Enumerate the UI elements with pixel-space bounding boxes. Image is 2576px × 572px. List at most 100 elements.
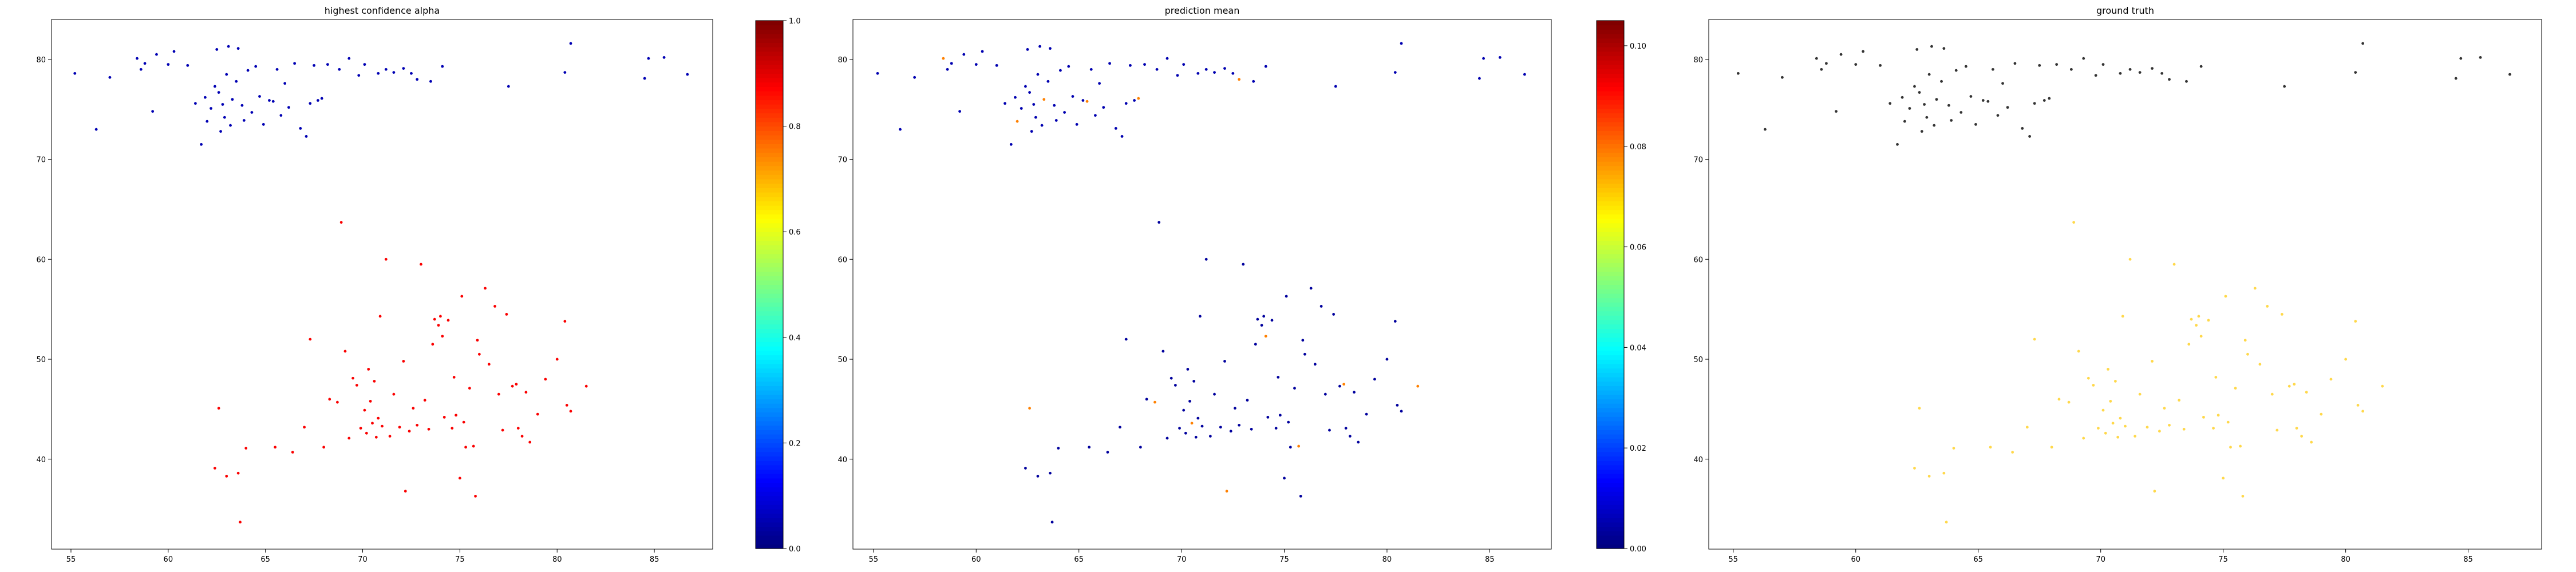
data-point xyxy=(1996,114,2000,117)
colorbar-swatch xyxy=(1597,328,1624,333)
colorbar-swatch xyxy=(756,280,783,285)
data-point xyxy=(429,80,432,83)
data-point xyxy=(1283,476,1286,480)
colorbar-swatch xyxy=(756,434,783,439)
data-point xyxy=(2202,415,2205,419)
colorbar-swatch xyxy=(1597,42,1624,47)
colorbar-swatch xyxy=(1597,355,1624,360)
colorbar-swatch xyxy=(1597,157,1624,162)
y-tick-label: 60 xyxy=(36,256,46,264)
axes-frame xyxy=(1708,19,2542,550)
colorbar-swatch xyxy=(756,117,783,122)
data-point xyxy=(250,111,254,114)
colorbar-swatch xyxy=(756,134,783,140)
data-point xyxy=(73,72,77,75)
colorbar-swatch xyxy=(1597,148,1624,153)
colorbar-swatch xyxy=(756,271,783,276)
colorbar-swatch xyxy=(1597,64,1624,70)
data-point xyxy=(347,57,351,60)
colorbar-swatch xyxy=(756,69,783,74)
data-point xyxy=(1190,422,1194,425)
data-point xyxy=(1357,440,1360,444)
colorbar-swatch xyxy=(1597,38,1624,43)
data-point xyxy=(484,287,487,290)
data-point xyxy=(219,130,222,133)
data-point xyxy=(1182,408,1186,412)
data-point xyxy=(293,62,297,65)
colorbar-swatch xyxy=(756,289,783,294)
colorbar-swatch xyxy=(1597,403,1624,408)
colorbar-swatch xyxy=(756,394,783,400)
data-point xyxy=(1344,427,1348,430)
x-tick-label: 60 xyxy=(971,555,981,564)
data-point xyxy=(355,384,358,387)
data-point xyxy=(1184,431,1187,435)
colorbar-swatch xyxy=(1597,86,1624,92)
data-point xyxy=(2185,80,2188,83)
data-point xyxy=(1102,106,1105,109)
data-point xyxy=(410,72,413,75)
data-point xyxy=(2280,313,2283,316)
data-point xyxy=(1835,110,1838,113)
data-point xyxy=(200,142,203,146)
x-tick-label: 80 xyxy=(1382,555,1392,564)
data-point xyxy=(662,55,666,59)
x-tick-label: 85 xyxy=(2463,555,2473,564)
data-point xyxy=(441,335,444,338)
data-point xyxy=(1223,67,1226,70)
data-point xyxy=(2305,391,2308,394)
colorbar-swatch xyxy=(756,161,783,166)
colorbar-swatch xyxy=(756,258,783,263)
data-point xyxy=(271,100,275,103)
colorbar-swatch xyxy=(756,55,783,61)
colorbar-swatch xyxy=(1597,240,1624,245)
data-point xyxy=(2295,427,2298,430)
panel-prediction-mean: prediction mean 55 60 65 70 75 80 85 40 50 60 70 80… xyxy=(837,5,1646,564)
y-tick-label: 40 xyxy=(36,456,46,464)
colorbar-swatch xyxy=(1597,324,1624,329)
data-point xyxy=(2224,295,2227,298)
colorbar-swatch xyxy=(1597,209,1624,215)
colorbar-swatch xyxy=(1597,474,1624,479)
colorbar-swatch xyxy=(756,144,783,149)
data-point xyxy=(1945,521,1948,524)
colorbar: 0.00 0.02 0.04 0.06 0.08 0.10 xyxy=(1596,20,1646,554)
colorbar-swatch xyxy=(756,38,783,43)
data-point xyxy=(2033,337,2036,341)
data-point xyxy=(2134,435,2137,438)
data-point xyxy=(1229,430,1232,433)
colorbar-swatch xyxy=(756,165,783,171)
data-point xyxy=(981,50,984,53)
y-tick-label: 80 xyxy=(1693,56,1703,65)
data-point xyxy=(2275,428,2279,432)
data-point xyxy=(1200,424,1204,428)
colorbar-swatch xyxy=(756,518,783,523)
colorbar-swatch xyxy=(756,355,783,360)
data-point xyxy=(1238,423,1240,427)
data-point xyxy=(1301,339,1305,342)
colorbar-swatch xyxy=(756,104,783,109)
data-point xyxy=(223,116,226,119)
colorbar-swatch xyxy=(756,263,783,268)
data-point xyxy=(458,476,461,480)
colorbar-swatch xyxy=(756,152,783,158)
data-point xyxy=(2033,102,2036,105)
data-point xyxy=(1309,287,1313,290)
data-point xyxy=(1199,315,1202,318)
data-point xyxy=(303,426,306,429)
data-point xyxy=(569,410,572,413)
colorbar-swatch xyxy=(1597,47,1624,52)
data-point xyxy=(1034,116,1037,119)
data-point xyxy=(1003,102,1006,105)
data-point xyxy=(501,428,504,432)
colorbar-swatch xyxy=(756,346,783,351)
colorbar-swatch xyxy=(1597,451,1624,457)
data-point xyxy=(1393,320,1397,323)
data-point xyxy=(2381,384,2384,388)
data-point xyxy=(2124,424,2127,428)
data-point xyxy=(433,317,436,321)
data-point xyxy=(227,45,230,48)
colorbar-tick-label: 0.4 xyxy=(789,334,801,343)
data-point xyxy=(1094,114,1097,117)
data-point xyxy=(240,104,244,107)
